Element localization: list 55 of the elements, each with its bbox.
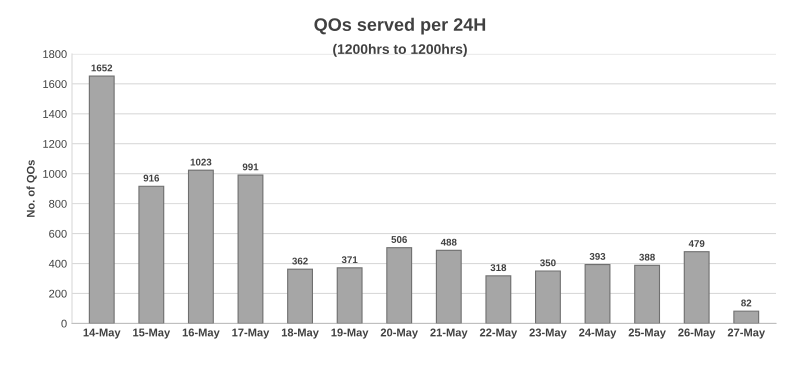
data-label: 362 xyxy=(292,258,308,265)
bar xyxy=(88,76,115,324)
x-tick-label: 27-May xyxy=(728,328,766,339)
bar xyxy=(436,250,462,324)
x-tick-label: 17-May xyxy=(232,328,270,339)
data-label: 393 xyxy=(590,252,606,260)
x-tick-label: 14-May xyxy=(84,328,121,339)
data-label: 318 xyxy=(490,264,506,272)
data-label: 371 xyxy=(342,256,358,264)
y-tick-label: 200 xyxy=(49,290,67,298)
bar xyxy=(386,247,412,324)
data-label: 506 xyxy=(391,236,407,243)
bar xyxy=(634,264,660,324)
x-tick-label: 21-May xyxy=(430,328,468,339)
x-tick-label: 23-May xyxy=(529,328,567,339)
data-label: 916 xyxy=(144,174,160,182)
bar xyxy=(138,186,164,324)
x-tick-label: 18-May xyxy=(282,328,319,339)
data-label: 488 xyxy=(440,238,457,246)
bar xyxy=(584,264,610,324)
y-tick-label: 1400 xyxy=(43,110,67,118)
y-tick-label: 1200 xyxy=(43,140,67,148)
data-label: 350 xyxy=(540,259,556,266)
chart-title: QOs served per 24H xyxy=(314,18,486,35)
bar xyxy=(733,310,760,324)
x-tick-label: 19-May xyxy=(332,328,368,339)
bar xyxy=(188,170,214,324)
x-tick-label: 24-May xyxy=(579,328,616,339)
data-label: 1023 xyxy=(190,158,212,166)
data-label: 479 xyxy=(688,240,704,247)
data-label: 388 xyxy=(639,254,655,261)
y-tick-label: 800 xyxy=(49,200,67,208)
x-tick-label: 25-May xyxy=(628,328,666,339)
x-tick-label: 15-May xyxy=(133,328,170,339)
bar xyxy=(287,268,314,324)
bar xyxy=(336,267,363,324)
x-tick-label: 16-May xyxy=(182,328,220,339)
bar xyxy=(684,251,710,324)
data-label: 991 xyxy=(242,163,258,170)
bar xyxy=(238,174,264,324)
y-tick-label: 400 xyxy=(48,260,67,268)
bar xyxy=(534,270,561,324)
y-tick-label: 1800 xyxy=(43,50,67,58)
x-tick-label: 22-May xyxy=(480,328,518,339)
y-tick-label: 1000 xyxy=(43,170,67,178)
bar xyxy=(485,275,512,324)
data-label: 1652 xyxy=(92,64,112,72)
x-tick-label: 26-May xyxy=(678,328,716,339)
y-tick-label: 600 xyxy=(49,230,67,238)
y-tick-label: 1600 xyxy=(43,80,67,88)
y-axis-title: No. of QOs xyxy=(26,160,37,217)
data-label: 82 xyxy=(741,300,752,306)
chart-subtitle: (1200hrs to 1200hrs) xyxy=(333,44,467,57)
y-tick-label: 0 xyxy=(61,320,67,328)
x-tick-label: 20-May xyxy=(380,328,418,339)
